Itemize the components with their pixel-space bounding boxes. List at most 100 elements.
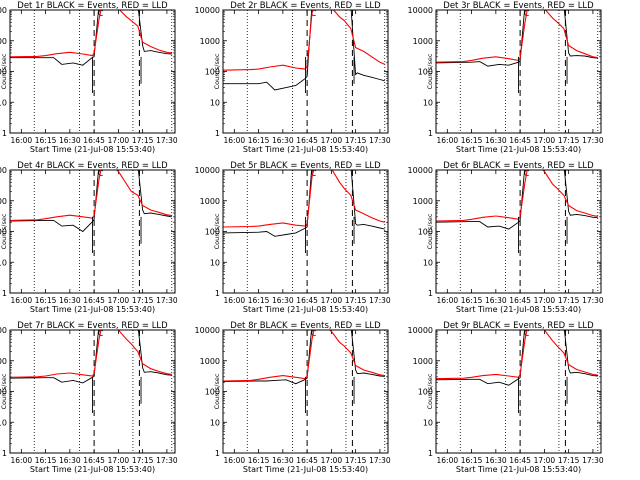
y-tick-label: 100 — [418, 68, 433, 77]
x-tick-label: 16:00 — [224, 296, 246, 305]
events-series-line — [10, 170, 172, 233]
x-axis-label: Start Time (21-Jul-08 15:53:40) — [456, 465, 581, 474]
lld-series-line — [10, 10, 172, 58]
x-tick-label: 16:15 — [35, 296, 57, 305]
x-tick-label: 17:30 — [369, 136, 391, 145]
y-tick-label: 100 — [205, 388, 220, 397]
y-tick-label: 1 — [215, 449, 220, 458]
y-tick-label: 1000 — [0, 357, 7, 366]
x-tick-label: 16:45 — [83, 456, 105, 465]
y-tick-label: 100 — [418, 228, 433, 237]
x-tick-label: 17:15 — [345, 296, 367, 305]
x-tick-label: 16:30 — [59, 456, 81, 465]
y-axis-label: Counts/sec — [426, 213, 434, 249]
x-tick-label: 16:00 — [224, 456, 246, 465]
lld-series-line — [223, 10, 386, 71]
y-tick-label: 10 — [423, 258, 433, 267]
y-tick-label: 1 — [215, 129, 220, 138]
lld-series-line — [10, 170, 172, 221]
y-axis-label: Counts/sec — [213, 373, 221, 409]
x-tick-label: 17:30 — [156, 296, 178, 305]
x-tick-label: 16:00 — [11, 456, 33, 465]
panel-title: Det 7r BLACK = Events, RED = LLD — [17, 321, 168, 331]
x-tick-label: 16:30 — [272, 296, 294, 305]
x-tick-label: 16:30 — [485, 296, 507, 305]
y-tick-label: 1 — [2, 449, 7, 458]
x-tick-label: 17:15 — [558, 456, 580, 465]
x-tick-label: 16:15 — [248, 136, 270, 145]
y-tick-label: 1000 — [200, 197, 220, 206]
y-axis-label: Counts/sec — [213, 213, 221, 249]
events-series-line — [436, 170, 598, 230]
plot-frame — [222, 9, 389, 134]
y-tick-label: 1 — [2, 289, 7, 298]
x-tick-label: 16:45 — [83, 296, 105, 305]
y-tick-label: 10 — [0, 258, 7, 267]
x-tick-label: 17:00 — [321, 296, 343, 305]
x-tick-label: 16:00 — [437, 136, 459, 145]
x-tick-label: 17:30 — [369, 456, 391, 465]
x-tick-label: 17:00 — [321, 136, 343, 145]
y-tick-label: 10 — [210, 418, 220, 427]
y-tick-label: 1 — [215, 289, 220, 298]
plot-frame — [435, 329, 602, 454]
x-axis-label: Start Time (21-Jul-08 15:53:40) — [30, 145, 155, 154]
y-axis-label: Counts/sec — [0, 213, 8, 249]
marker-letter: T — [349, 169, 355, 178]
marker-letter: C — [311, 169, 316, 178]
y-tick-label: 10000 — [195, 166, 220, 175]
x-tick-label: 16:00 — [437, 296, 459, 305]
plot-frame — [222, 329, 389, 454]
chart-panel-8: Det 8r BLACK = Events, RED = LLD Counts/s… — [195, 321, 391, 474]
y-tick-label: 100 — [205, 68, 220, 77]
y-tick-label: 10 — [0, 98, 7, 107]
x-tick-label: 17:00 — [534, 456, 556, 465]
x-tick-label: 17:15 — [132, 296, 154, 305]
x-tick-label: 16:45 — [296, 456, 318, 465]
events-series-line — [10, 10, 172, 66]
y-tick-label: 100 — [0, 388, 7, 397]
y-tick-label: 1 — [428, 129, 433, 138]
x-axis-label: Start Time (21-Jul-08 15:53:40) — [30, 465, 155, 474]
x-tick-label: 16:15 — [35, 456, 57, 465]
x-tick-label: 17:30 — [582, 136, 604, 145]
x-tick-label: 16:30 — [59, 136, 81, 145]
x-tick-label: 16:45 — [509, 456, 531, 465]
chart-panel-2: Det 2r BLACK = Events, RED = LLD Counts/s… — [195, 1, 391, 154]
x-tick-label: 16:00 — [11, 296, 33, 305]
x-tick-label: 16:45 — [509, 296, 531, 305]
x-tick-label: 16:30 — [59, 296, 81, 305]
x-tick-label: 17:15 — [558, 296, 580, 305]
x-tick-label: 17:15 — [132, 136, 154, 145]
marker-letter: C — [311, 9, 316, 18]
chart-panel-3: Det 3r BLACK = Events, RED = LLD Counts/s… — [408, 1, 604, 154]
x-tick-label: 16:15 — [461, 296, 483, 305]
y-tick-label: 1000 — [413, 197, 433, 206]
y-tick-label: 10 — [423, 418, 433, 427]
events-series-line — [223, 170, 385, 237]
x-tick-label: 17:30 — [582, 296, 604, 305]
x-tick-label: 16:30 — [272, 456, 294, 465]
lld-series-line — [436, 170, 598, 222]
x-tick-label: 16:00 — [224, 136, 246, 145]
y-axis-label: Counts/sec — [0, 373, 8, 409]
y-tick-label: 10 — [210, 258, 220, 267]
y-tick-label: 10000 — [0, 166, 7, 175]
x-tick-label: 17:00 — [321, 456, 343, 465]
x-tick-label: 16:15 — [248, 456, 270, 465]
events-series-line — [223, 10, 385, 91]
y-tick-label: 1000 — [0, 197, 7, 206]
y-tick-label: 10000 — [0, 326, 7, 335]
y-tick-label: 1000 — [0, 37, 7, 46]
x-tick-label: 17:30 — [582, 456, 604, 465]
panel-title: Det 4r BLACK = Events, RED = LLD — [17, 161, 168, 171]
x-tick-label: 16:00 — [11, 136, 33, 145]
y-tick-label: 10000 — [0, 6, 7, 15]
events-series-line — [223, 330, 385, 385]
x-tick-label: 17:15 — [558, 136, 580, 145]
x-axis-label: Start Time (21-Jul-08 15:53:40) — [456, 305, 581, 314]
y-tick-label: 1 — [2, 129, 7, 138]
x-tick-label: 16:15 — [248, 296, 270, 305]
x-tick-label: 17:30 — [156, 456, 178, 465]
